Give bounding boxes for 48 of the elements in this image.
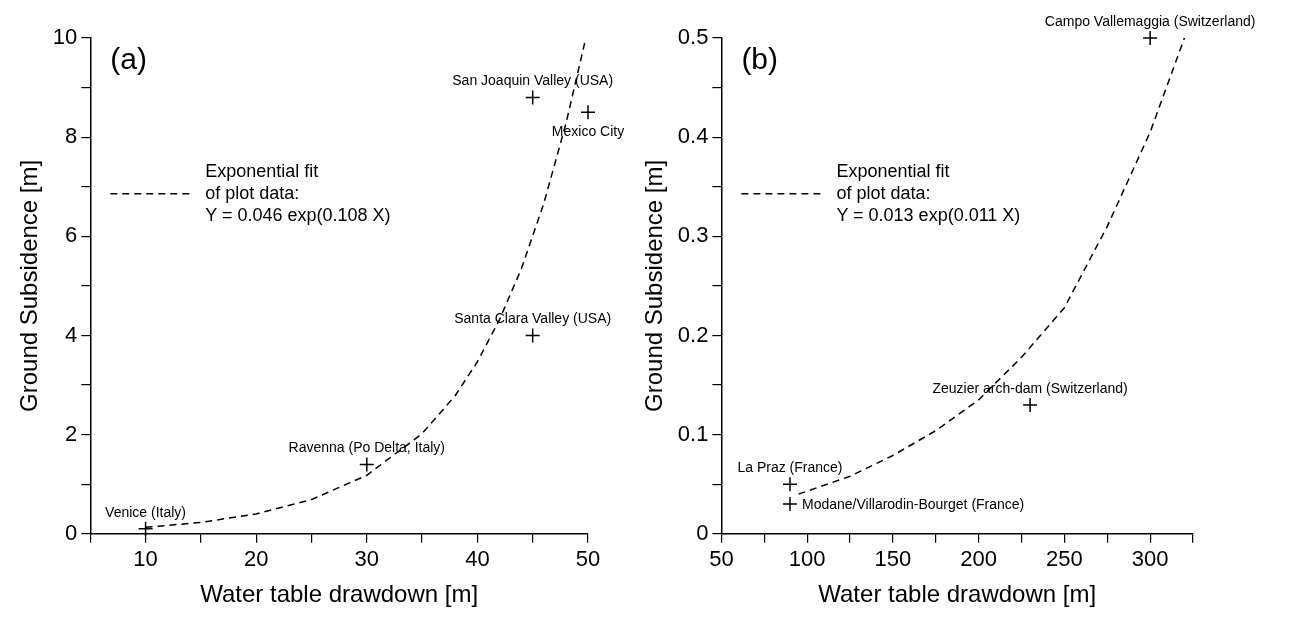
annotation: Venice (Italy) — [105, 503, 187, 520]
x-tick-label: 30 — [354, 546, 380, 572]
annotation: San Joaquin Valley (USA) — [452, 72, 614, 89]
annotation: Campo Vallemaggia (Switzerland) — [1044, 13, 1256, 29]
x-tick-label: 250 — [1046, 546, 1083, 572]
annotation: Zeuzier arch-dam (Switzerland) — [932, 379, 1128, 396]
y-tick-label: 4 — [65, 321, 78, 347]
x-tick-label: 50 — [709, 546, 734, 572]
y-tick-label: 0.5 — [677, 24, 709, 50]
point — [524, 89, 541, 106]
y-tick-label: 0 — [696, 519, 709, 545]
point — [524, 327, 541, 344]
annotation: Modane/Villarodin-Bourget (France) — [801, 496, 1025, 513]
chart-title: (a) — [110, 42, 147, 76]
x-axis-title: Water table drawdown [m] — [200, 580, 479, 608]
point — [782, 496, 798, 512]
point — [1022, 397, 1038, 413]
y-tick-label: 10 — [52, 24, 78, 50]
y-axis-title: Ground Subsidence [m] — [15, 159, 43, 412]
annotation: Ravenna (Po Delta, Italy) — [288, 439, 445, 456]
legend-label: Exponential fit of plot data: Y = 0.046 exp(0.108 X) — [205, 160, 391, 225]
chart-title: (b) — [741, 42, 779, 76]
y-tick-label: 6 — [65, 222, 78, 248]
x-tick-label: 300 — [1131, 546, 1169, 572]
y-tick-label: 0.2 — [677, 321, 709, 347]
y-tick-label: 2 — [65, 420, 78, 446]
point — [580, 104, 596, 121]
x-tick-label: 10 — [133, 546, 158, 572]
y-axis-title: Ground Subsidence [m] — [640, 159, 668, 412]
x-tick-label: 50 — [575, 546, 601, 572]
y-tick-label: 0.1 — [677, 420, 709, 446]
y-tick-label: 0 — [65, 519, 78, 545]
x-tick-label: 200 — [960, 546, 997, 572]
x-axis-title: Water table drawdown [m] — [818, 580, 1097, 608]
x-tick-label: 20 — [243, 546, 269, 572]
y-tick-label: 8 — [65, 123, 78, 149]
annotation: Mexico City — [551, 123, 625, 140]
y-tick-label: 0.4 — [677, 123, 709, 149]
annotation: La Praz (France) — [737, 459, 843, 476]
legend-label: Exponential fit of plot data: Y = 0.013 exp(0.011 X) — [836, 160, 1021, 225]
y-tick-label: 0.3 — [677, 222, 709, 248]
point — [782, 476, 798, 492]
x-tick-label: 40 — [465, 546, 490, 572]
point — [1142, 30, 1158, 46]
x-tick-label: 100 — [788, 546, 826, 572]
annotation: Santa Clara Valley (USA) — [454, 310, 612, 327]
x-tick-label: 150 — [874, 546, 912, 572]
point — [359, 456, 375, 473]
